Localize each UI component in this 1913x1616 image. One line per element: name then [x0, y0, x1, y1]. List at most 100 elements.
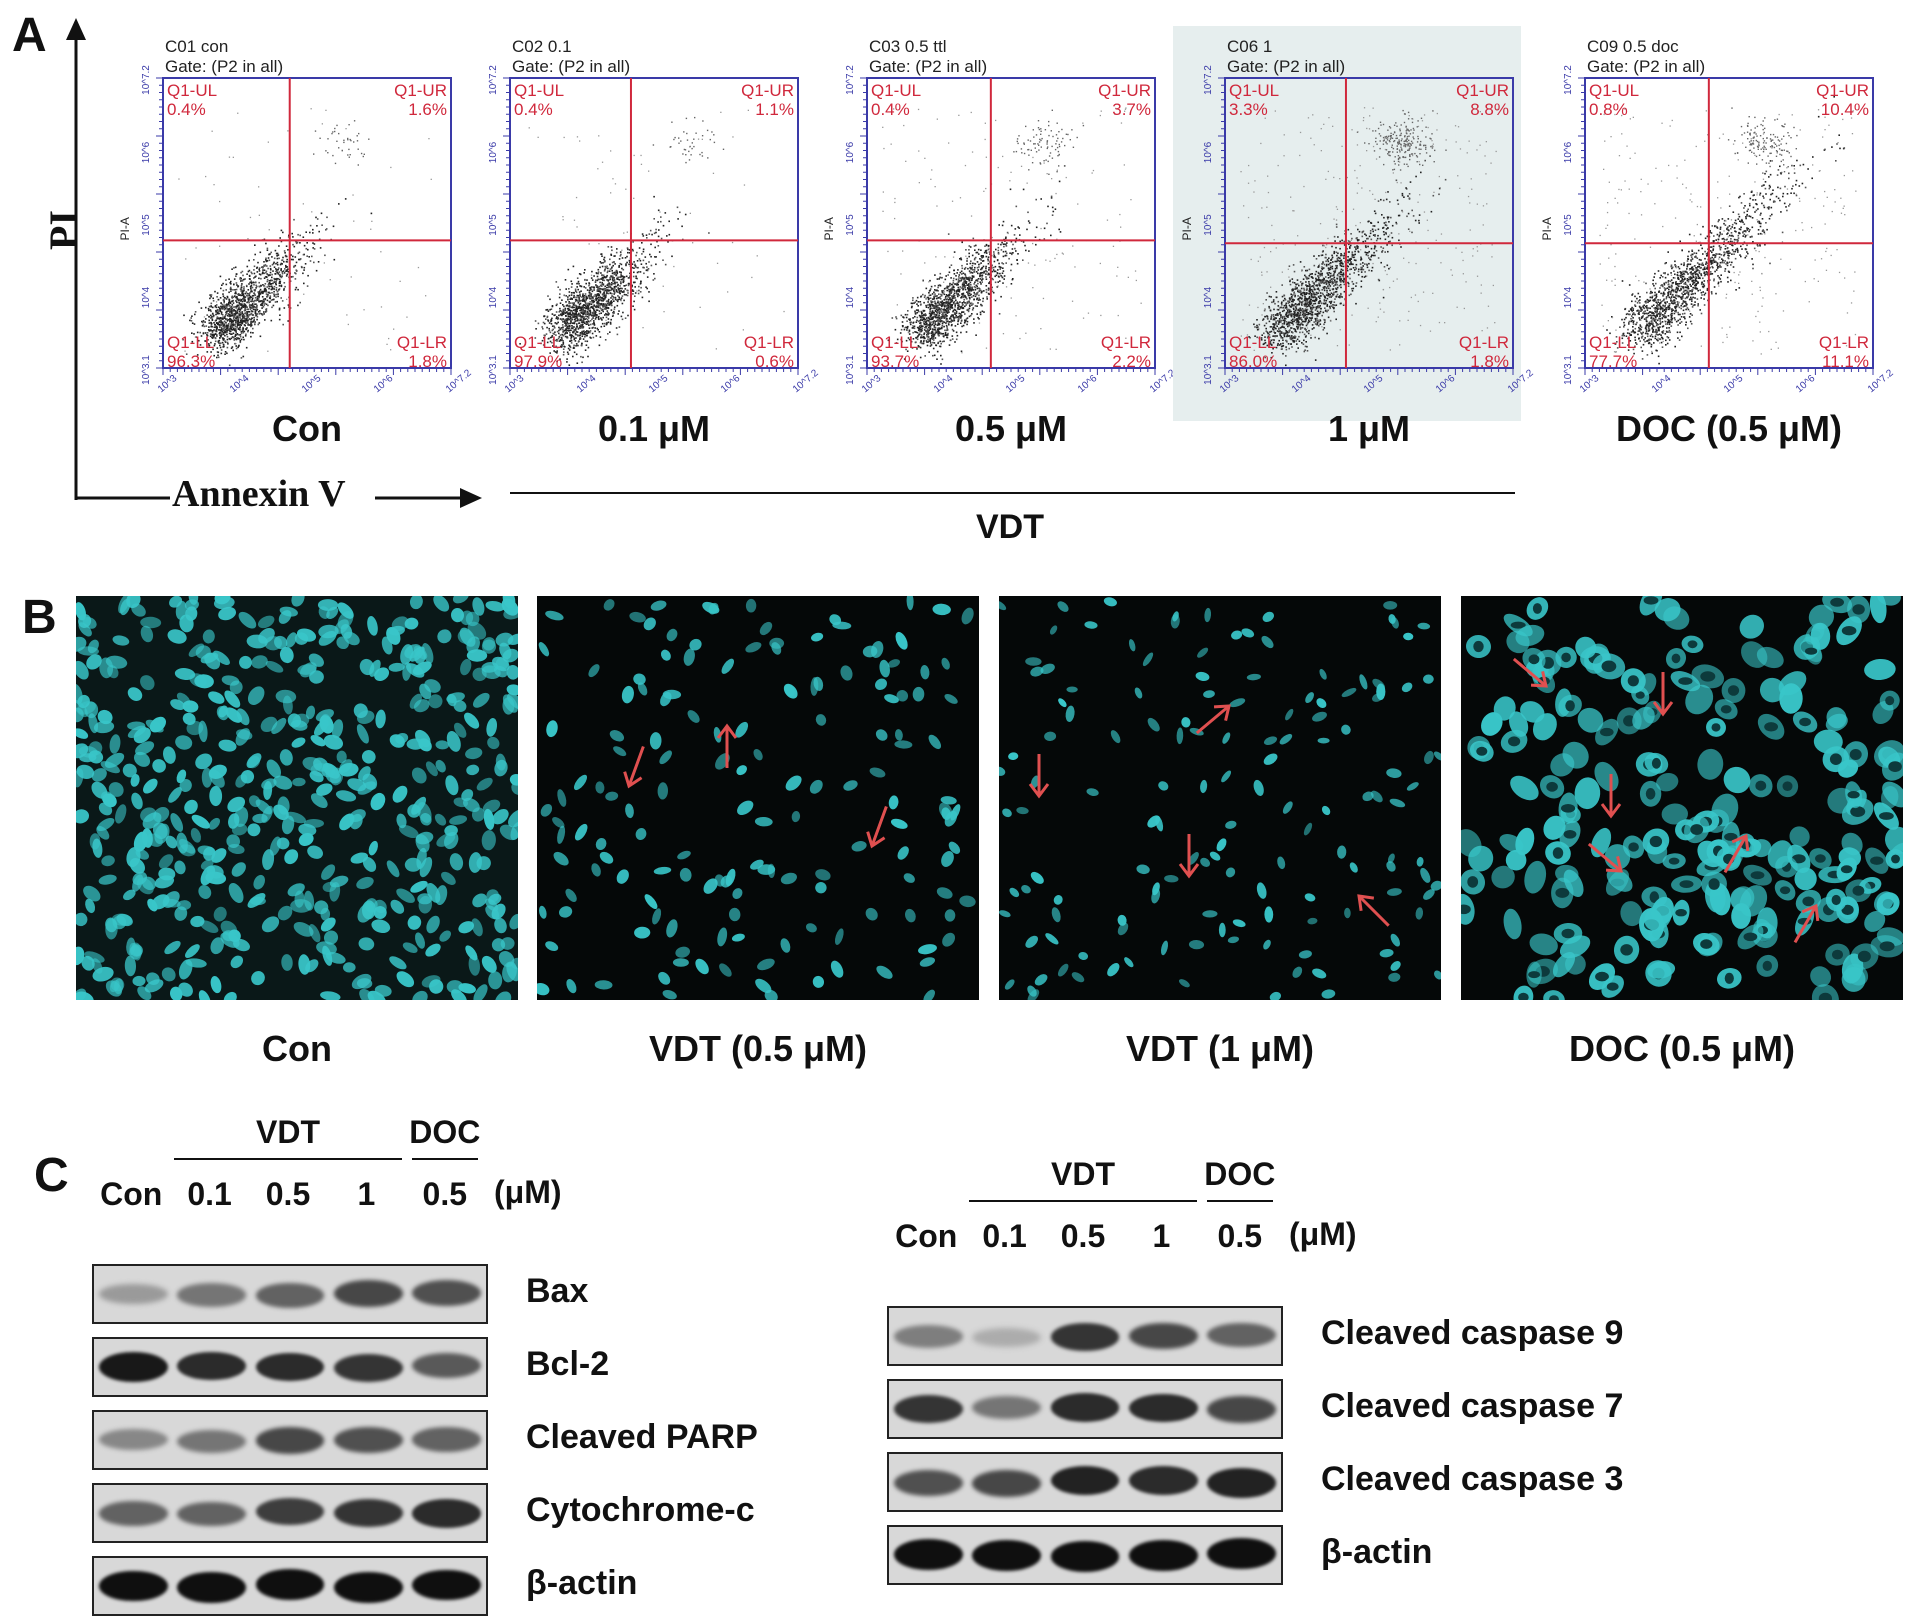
blot-band: [412, 1279, 482, 1306]
scatter-dots: [1240, 107, 1498, 367]
arrow-marker: [623, 746, 645, 789]
blot-band: [972, 1470, 1042, 1497]
y-tick-label: 10^7.2: [1203, 65, 1214, 95]
blot-band: [177, 1572, 247, 1603]
quadrant-value-lr: 11.1%: [1822, 352, 1869, 371]
blot-band: [333, 1354, 403, 1383]
quadrant-value-ll: 86.0%: [1229, 352, 1277, 371]
y-tick-label: 10^4: [845, 286, 856, 308]
x-tick-label: 10^4: [932, 373, 956, 395]
plot-gate: Gate: (P2 in all): [1587, 57, 1705, 76]
blot-band: [177, 1501, 247, 1527]
plot-frame: [1224, 77, 1514, 369]
x-tick-label: 10^5: [1722, 373, 1746, 395]
y-axis-label: PI-A: [822, 217, 836, 240]
x-tick-label: 10^4: [1290, 373, 1314, 395]
quadrant-value-ur: 3.7%: [1112, 100, 1151, 119]
blot-band: [1128, 1322, 1198, 1350]
x-tick-label: 10^3: [1578, 373, 1602, 395]
plot-frame: [162, 77, 452, 369]
y-tick-label: 10^7.2: [845, 65, 856, 95]
blot-band: [412, 1353, 482, 1379]
micrograph-image: [537, 596, 976, 1000]
highlight-shade: [1173, 26, 1521, 421]
flow-plot-3: C03 0.5 ttl Gate: (P2 in all) 10^3 10^4 10^5…: [807, 20, 1178, 460]
flow-plot-4: C06 1 Gate: (P2 in all) 10^3 10^4 10^5 10^6 10…: [1165, 20, 1536, 460]
x-tick-label: 10^3: [1218, 373, 1242, 395]
quadrant-name-ul: Q1-UL: [514, 81, 564, 100]
y-axis-label: PI-A: [1540, 217, 1554, 240]
blot-band: [893, 1469, 963, 1496]
y-tick-label: 10^5: [488, 214, 499, 236]
y-tick-label: 10^6: [1203, 141, 1214, 163]
arrow-marker: [1028, 754, 1050, 799]
x-tick-label: 10^5: [647, 373, 671, 395]
condition-label: 0.5 μM: [954, 408, 1068, 449]
blot-group-vdt: VDT: [1050, 1156, 1115, 1192]
blot-band: [1128, 1393, 1198, 1423]
blot-band: [177, 1351, 247, 1381]
blot-strip: [887, 1306, 1283, 1366]
blot-group-doc: DOC: [1204, 1156, 1276, 1192]
quadrant-name-lr: Q1-LR: [1101, 333, 1151, 352]
axis-ticks: [1578, 77, 1874, 375]
arrow-marker: [716, 723, 738, 768]
blot-band: [972, 1395, 1042, 1419]
blot-band: [255, 1352, 325, 1382]
quadrant-value-lr: 1.8%: [1470, 352, 1509, 371]
scatter-dots: [1599, 96, 1857, 365]
plot-gate: Gate: (P2 in all): [869, 57, 987, 76]
lane-label: 1: [1152, 1218, 1171, 1254]
condition-label: 0.1 μM: [597, 408, 711, 449]
scatter-dots: [882, 107, 1142, 365]
micrograph-2: [537, 596, 979, 1000]
y-tick-label: 10^4: [1203, 286, 1214, 308]
x-tick-label: 10^5: [1004, 373, 1028, 395]
quadrant-name-ur: Q1-UR: [1098, 81, 1151, 100]
y-tick-label: 10^7.2: [141, 65, 152, 95]
x-tick-label: 10^4: [228, 373, 252, 395]
quadrant-name-ul: Q1-UL: [1589, 81, 1639, 100]
quadrant-value-lr: 0.6%: [755, 352, 794, 371]
y-tick-label: 10^4: [488, 286, 499, 308]
x-tick-label: 10^6: [1794, 373, 1818, 395]
quadrant-name-ul: Q1-UL: [1229, 81, 1279, 100]
protein-label: Cleaved caspase 9: [1321, 1314, 1624, 1352]
arrow-marker: [1178, 834, 1200, 879]
quadrant-name-ll: Q1-LL: [514, 333, 561, 352]
flow-plot-2: C02 0.1 Gate: (P2 in all) 10^3 10^4 10^5 10^6…: [450, 20, 821, 460]
plot-title: C03 0.5 ttl: [869, 37, 947, 56]
protein-label: Bcl-2: [526, 1345, 610, 1383]
lane-label: 0.5: [422, 1176, 468, 1212]
blot-band: [1128, 1466, 1198, 1495]
blot-band: [255, 1497, 325, 1526]
blot-group-vdt: VDT: [255, 1114, 320, 1150]
micrograph-4: [1461, 596, 1903, 1000]
protein-label: Cytochrome-c: [526, 1491, 755, 1529]
protein-label: Cleaved caspase 7: [1321, 1387, 1624, 1425]
y-axis-label: PI-A: [118, 217, 132, 240]
blot-band: [98, 1352, 168, 1383]
arrow-marker: [1195, 704, 1231, 735]
y-tick-label: 10^3.1: [845, 355, 856, 385]
condition-label: DOC (0.5 μM): [1615, 408, 1843, 449]
quadrant-value-ll: 93.7%: [871, 352, 919, 371]
blot-band: [1050, 1465, 1120, 1495]
blot-band: [333, 1498, 403, 1527]
blot-band: [1207, 1396, 1277, 1423]
quadrant-name-lr: Q1-LR: [1459, 333, 1509, 352]
plot-gate: Gate: (P2 in all): [1227, 57, 1345, 76]
micrograph-label: VDT (1 μM): [1125, 1028, 1314, 1069]
blot-band: [255, 1569, 325, 1601]
blot-band: [412, 1569, 482, 1601]
quadrant-name-lr: Q1-LR: [1819, 333, 1869, 352]
y-axis-label: PI-A: [1180, 217, 1194, 240]
protein-label: Bax: [526, 1272, 589, 1310]
lane-label: Con: [895, 1218, 958, 1254]
blot-group-doc: DOC: [409, 1114, 481, 1150]
quadrant-value-ur: 10.4%: [1821, 100, 1869, 119]
blot-band: [412, 1427, 482, 1452]
group-underline: [1206, 1200, 1273, 1202]
lane-label: 0.5: [265, 1176, 311, 1212]
